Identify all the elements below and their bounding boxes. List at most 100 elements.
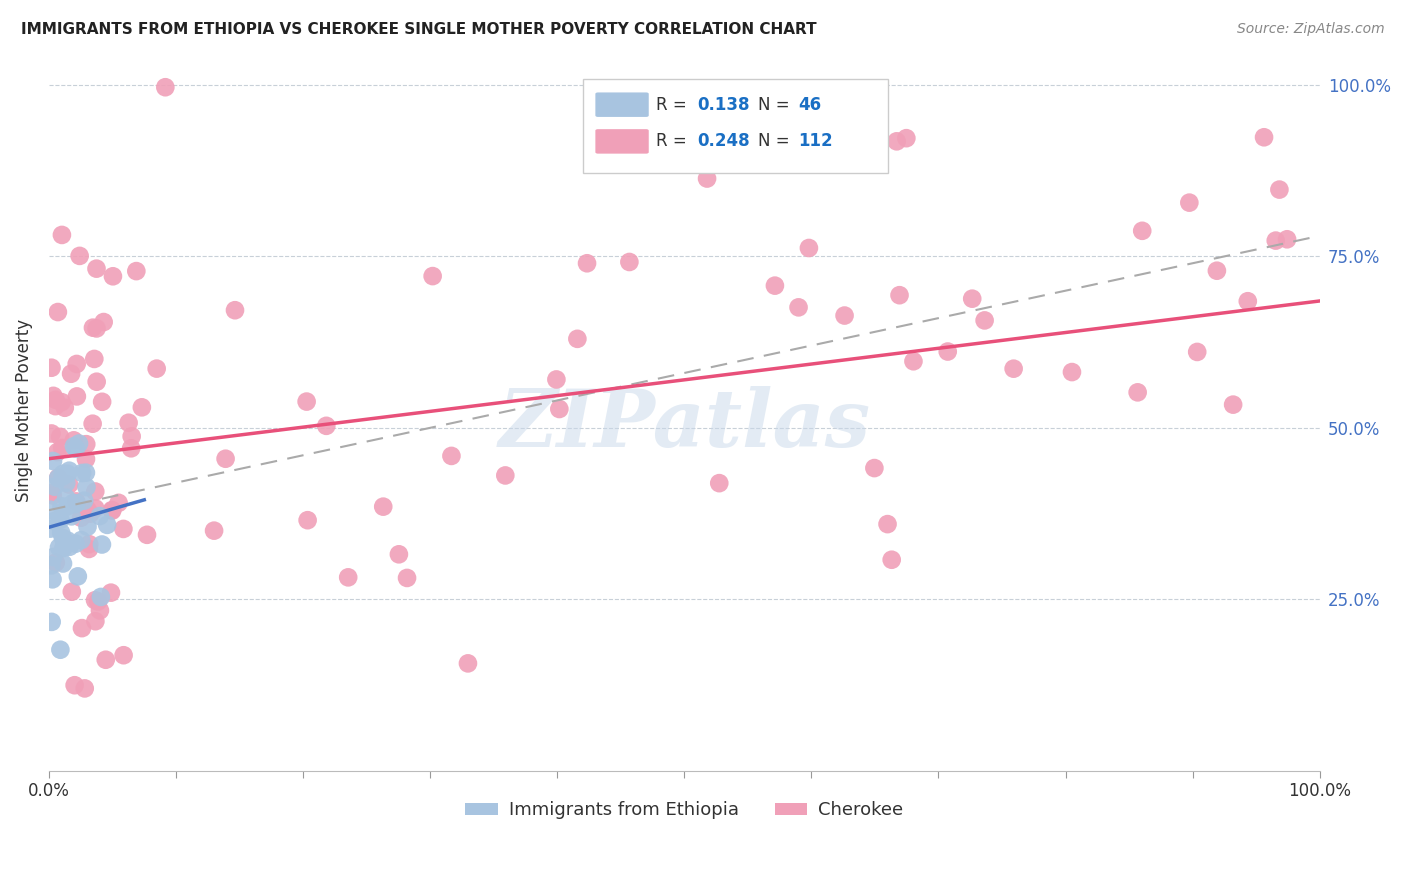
Point <box>56 467 79 481</box>
Point <box>709 476 731 491</box>
Point <box>87 594 110 608</box>
Point <box>82 320 104 334</box>
Point <box>1130 224 1153 238</box>
Point <box>41 360 63 375</box>
Point <box>960 292 983 306</box>
Point <box>120 442 142 456</box>
Point <box>63 678 86 692</box>
Point <box>52 531 75 545</box>
Point <box>112 522 135 536</box>
Point <box>62 496 84 510</box>
Point <box>73 681 96 696</box>
Point <box>797 241 820 255</box>
Point <box>295 394 318 409</box>
Point <box>1275 232 1298 246</box>
Point <box>41 486 63 500</box>
Point <box>56 533 79 548</box>
Point <box>84 593 107 607</box>
Point <box>65 496 87 510</box>
Point <box>46 445 69 459</box>
Point <box>396 571 419 585</box>
Point <box>696 171 718 186</box>
Point <box>39 522 62 536</box>
Text: 112: 112 <box>799 132 834 151</box>
Point <box>125 264 148 278</box>
Point <box>66 357 89 371</box>
Text: 0.248: 0.248 <box>697 132 749 151</box>
Point <box>107 496 129 510</box>
Text: N =: N = <box>758 132 794 151</box>
Point <box>77 541 100 556</box>
Point <box>44 399 66 413</box>
Point <box>41 572 63 586</box>
Text: 0.138: 0.138 <box>697 95 749 113</box>
Point <box>53 401 76 415</box>
Point <box>79 507 101 521</box>
FancyBboxPatch shape <box>582 79 887 173</box>
Point <box>373 500 395 514</box>
Point <box>42 389 65 403</box>
Point <box>546 372 568 386</box>
Point <box>1126 385 1149 400</box>
Point <box>46 471 69 485</box>
Point <box>52 557 75 571</box>
Point <box>63 497 86 511</box>
Point <box>494 468 516 483</box>
Point <box>41 426 63 441</box>
Point <box>60 367 83 381</box>
Text: R =: R = <box>657 132 692 151</box>
Point <box>834 309 856 323</box>
Point <box>76 502 98 516</box>
Point <box>112 648 135 663</box>
Point <box>84 614 107 628</box>
Point <box>1185 345 1208 359</box>
Point <box>67 436 90 450</box>
Point <box>1268 183 1291 197</box>
Point <box>49 525 72 540</box>
Point <box>59 540 82 554</box>
Point <box>889 288 911 302</box>
Point <box>55 475 77 490</box>
Point <box>52 469 75 483</box>
Point <box>896 131 918 145</box>
Point <box>84 501 107 516</box>
Point <box>422 269 444 284</box>
Point <box>214 451 236 466</box>
Point <box>42 454 65 468</box>
Point <box>1253 130 1275 145</box>
Point <box>567 332 589 346</box>
Point <box>44 514 66 528</box>
Point <box>60 584 83 599</box>
Point <box>44 480 66 494</box>
Point <box>52 541 75 555</box>
Point <box>77 537 100 551</box>
Point <box>46 471 69 485</box>
Point <box>1206 263 1229 277</box>
Point <box>86 261 108 276</box>
Point <box>100 585 122 599</box>
Point <box>155 80 177 95</box>
Point <box>388 547 411 561</box>
Point <box>96 517 118 532</box>
Point <box>55 491 77 505</box>
Point <box>1002 361 1025 376</box>
Point <box>121 429 143 443</box>
Point <box>51 227 73 242</box>
Point <box>66 569 89 583</box>
Text: Source: ZipAtlas.com: Source: ZipAtlas.com <box>1237 22 1385 37</box>
Point <box>131 401 153 415</box>
Point <box>548 402 571 417</box>
Point <box>49 430 72 444</box>
Point <box>86 375 108 389</box>
Point <box>202 524 225 538</box>
Point <box>863 461 886 475</box>
Point <box>70 533 93 547</box>
Point <box>65 537 87 551</box>
Point <box>65 494 87 508</box>
FancyBboxPatch shape <box>595 129 648 153</box>
Y-axis label: Single Mother Poverty: Single Mother Poverty <box>15 319 32 502</box>
Point <box>82 417 104 431</box>
Point <box>903 354 925 368</box>
Point <box>224 303 246 318</box>
Point <box>70 510 93 524</box>
